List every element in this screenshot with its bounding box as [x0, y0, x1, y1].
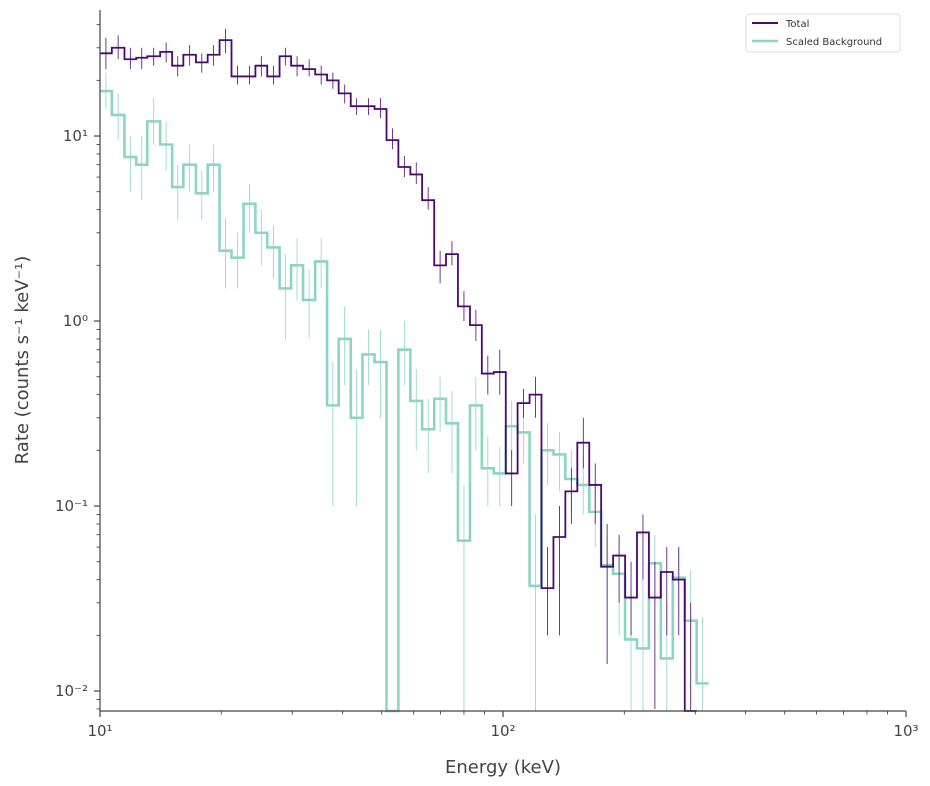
- y-tick-label: 10⁻²: [55, 682, 88, 700]
- legend-frame: [745, 13, 901, 53]
- step-line: [100, 39, 697, 712]
- y-tick-label: 10⁰: [63, 312, 88, 330]
- axes: [99, 10, 906, 712]
- x-tick-label: 10¹: [87, 722, 112, 740]
- plot-area: [100, 28, 709, 713]
- y-tick-label: 10⁻¹: [55, 497, 88, 515]
- legend-label-background: Scaled Background: [786, 37, 882, 48]
- x-tick-label: 10²: [490, 722, 515, 740]
- y-tick-label: 10¹: [63, 127, 88, 145]
- x-axis-label: Energy (keV): [445, 757, 561, 778]
- legend-label-total: Total: [785, 19, 809, 30]
- x-tick-label: 10³: [893, 722, 918, 740]
- legend: Total Scaled Background: [745, 13, 901, 53]
- tick-marks: 10¹ 10² 10³ 10⁻² 10⁻¹ 10⁰ 10¹: [55, 24, 919, 740]
- y-axis-label: Rate (counts s⁻¹ keV⁻¹): [12, 256, 33, 465]
- series-total: [100, 28, 697, 712]
- step-line: [100, 89, 709, 713]
